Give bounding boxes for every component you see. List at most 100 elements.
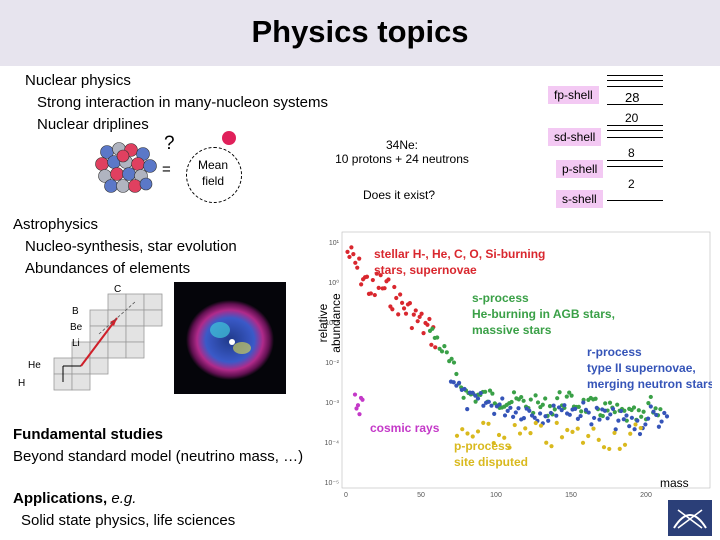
institution-logo — [668, 500, 712, 536]
label-li: Li — [72, 338, 80, 349]
abundance-point — [433, 345, 438, 350]
abundance-point — [654, 412, 659, 418]
abundance-point — [554, 413, 559, 418]
abundance-point — [353, 260, 358, 265]
abundance-point — [481, 420, 486, 425]
abundance-point — [601, 445, 607, 450]
abundance-point — [457, 380, 462, 385]
abundance-point — [505, 408, 510, 413]
abundance-point — [519, 394, 524, 400]
equals-sign: = — [162, 161, 171, 178]
abundance-point — [449, 356, 454, 361]
abundance-point — [521, 416, 526, 421]
abundance-point — [357, 256, 362, 261]
abundance-point — [465, 431, 470, 436]
page-title: Physics topics — [251, 14, 469, 49]
label-he: He — [28, 360, 41, 371]
abundance-point — [374, 271, 379, 276]
label-b: B — [72, 306, 79, 317]
abundance-point — [533, 393, 538, 398]
shell-level — [607, 200, 663, 201]
abundance-point — [636, 408, 641, 413]
applications-heading: Applications, e.g. — [13, 490, 137, 507]
abundance-point — [589, 422, 594, 427]
abundance-point — [651, 409, 656, 414]
x-tick-label: 200 — [640, 492, 652, 498]
abundance-point — [396, 312, 401, 317]
abundance-point — [390, 307, 395, 312]
abundance-point — [619, 408, 624, 414]
y-tick-label: 10⁻⁵ — [325, 480, 339, 487]
abundance-point — [489, 403, 494, 408]
chart-annotation: stars, supernovae — [374, 263, 477, 277]
abundance-point — [581, 400, 586, 405]
abundance-point — [586, 410, 591, 415]
abundance-point — [612, 430, 617, 436]
abundance-point — [567, 390, 572, 395]
shell-label-fp: fp-shell — [548, 86, 599, 104]
abundance-point — [607, 400, 613, 405]
abundance-point — [543, 414, 548, 419]
abundance-point — [430, 326, 435, 331]
applications-line1: Solid state physics, life sciences — [21, 512, 236, 529]
abundance-point — [639, 414, 644, 419]
y-tick-label: 10⁻³ — [325, 400, 339, 407]
nuclear-heading: Nuclear physics — [25, 72, 131, 89]
fundamental-line1: Beyond standard model (neutrino mass, …) — [13, 448, 304, 465]
abundance-point — [475, 429, 481, 434]
abundance-point — [511, 414, 516, 419]
y-tick-label: 10⁻² — [325, 360, 339, 367]
abundance-point — [622, 442, 628, 447]
abundance-point — [546, 418, 551, 423]
abundance-point — [481, 403, 486, 408]
chart-annotation: type II supernovae, — [587, 361, 696, 375]
abundance-point — [512, 422, 517, 428]
label-be: Be — [70, 322, 83, 333]
abundance-point — [382, 286, 387, 291]
x-tick-label: 150 — [565, 492, 577, 498]
abundance-point — [394, 295, 399, 301]
abundance-point — [646, 400, 651, 406]
abundance-point — [411, 312, 416, 317]
abundance-point — [658, 407, 663, 412]
abundance-point — [578, 413, 583, 419]
y-tick-label: 10⁻⁴ — [325, 440, 340, 447]
shell-level — [607, 104, 663, 105]
abundance-point — [439, 349, 445, 354]
supernova-remnant-image — [174, 282, 286, 394]
abundance-point — [646, 416, 651, 421]
question-mark: ? — [164, 133, 175, 154]
abundance-point — [549, 444, 554, 449]
abundance-point — [607, 446, 612, 452]
abundance-point — [429, 342, 434, 347]
x-tick-label: 0 — [344, 492, 348, 498]
abundance-point — [591, 426, 596, 431]
abundance-point — [624, 413, 629, 418]
abundance-point — [364, 274, 370, 279]
abundance-point — [632, 427, 637, 432]
abundance-point — [355, 403, 361, 408]
abundance-point — [617, 446, 622, 451]
abundance-point — [631, 405, 637, 410]
abundance-point — [347, 254, 352, 260]
abundance-point — [570, 429, 575, 434]
chart-annotation: s-process — [472, 291, 529, 305]
abundance-point — [638, 425, 643, 431]
abundance-point — [528, 397, 533, 402]
abundance-point — [579, 409, 584, 414]
mean-field-circle — [186, 147, 242, 203]
astro-line2: Abundances of elements — [25, 260, 191, 277]
abundance-point — [376, 285, 381, 290]
abundance-point — [622, 408, 627, 413]
abundance-point — [555, 396, 560, 401]
abundance-point — [378, 273, 383, 278]
abundance-point — [427, 316, 432, 322]
abundance-point — [421, 330, 426, 336]
shell-label-s: s-shell — [556, 190, 603, 208]
magic-number-8: 8 — [628, 146, 635, 160]
abundance-point — [492, 411, 497, 417]
abundance-point — [444, 350, 449, 355]
abundance-point — [602, 408, 607, 413]
abundance-point — [454, 433, 460, 438]
abundance-point — [540, 402, 545, 407]
